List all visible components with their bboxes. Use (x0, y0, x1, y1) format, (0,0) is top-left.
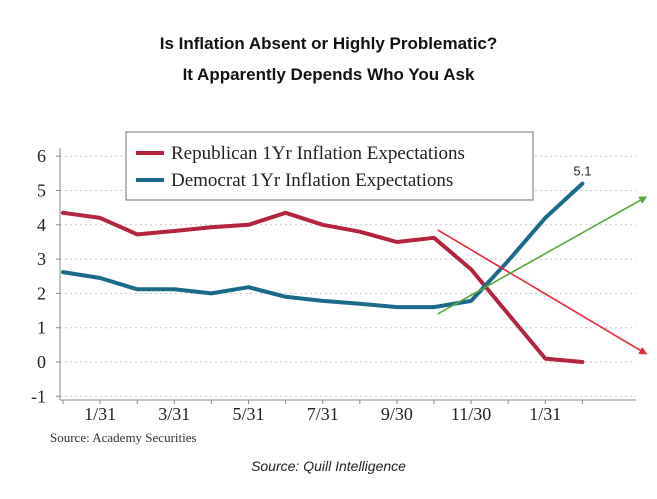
y-tick-label: 0 (37, 352, 46, 372)
legend-label-republican: Republican 1Yr Inflation Expectations (171, 143, 465, 164)
y-ticks: 6 5 4 3 2 1 0 -1 (31, 146, 60, 406)
y-tick-label: -1 (31, 386, 46, 406)
y-tick-label: 1 (37, 318, 46, 338)
trend-arrow (437, 196, 648, 315)
x-ticks: 1/31 3/31 5/31 7/31 9/30 11/30 1/31 (62, 400, 583, 424)
x-tick-label: 1/31 (84, 404, 116, 424)
inner-source: Source: Academy Securities (50, 430, 197, 445)
trend-arrow (437, 229, 648, 355)
chart-title-line-1: Is Inflation Absent or Highly Problemati… (159, 34, 498, 53)
trend-arrows (437, 196, 648, 355)
x-tick-label: 5/31 (232, 404, 264, 424)
y-tick-label: 4 (37, 215, 46, 235)
y-tick-label: 3 (37, 249, 46, 269)
legend-box (125, 131, 534, 201)
y-tick-label: 6 (37, 146, 46, 166)
x-tick-label: 1/31 (529, 404, 561, 424)
legend-label-democrat: Democrat 1Yr Inflation Expectations (171, 170, 453, 191)
series-line-democrat (61, 181, 585, 310)
series-line-republican (61, 210, 585, 364)
x-tick-label: 11/30 (451, 404, 491, 424)
annotation-5-1: 5.1 (573, 164, 591, 179)
source-caption: Source: Quill Intelligence (251, 458, 406, 474)
y-tick-label: 2 (37, 283, 46, 303)
x-tick-label: 7/31 (307, 404, 339, 424)
x-tick-label: 9/30 (381, 404, 413, 424)
legend: Republican 1Yr Inflation Expectations De… (125, 131, 534, 201)
x-tick-label: 3/31 (158, 404, 190, 424)
chart-title-line-2: It Apparently Depends Who You Ask (182, 65, 475, 84)
series-lines (61, 181, 585, 364)
y-tick-label: 5 (37, 181, 46, 201)
